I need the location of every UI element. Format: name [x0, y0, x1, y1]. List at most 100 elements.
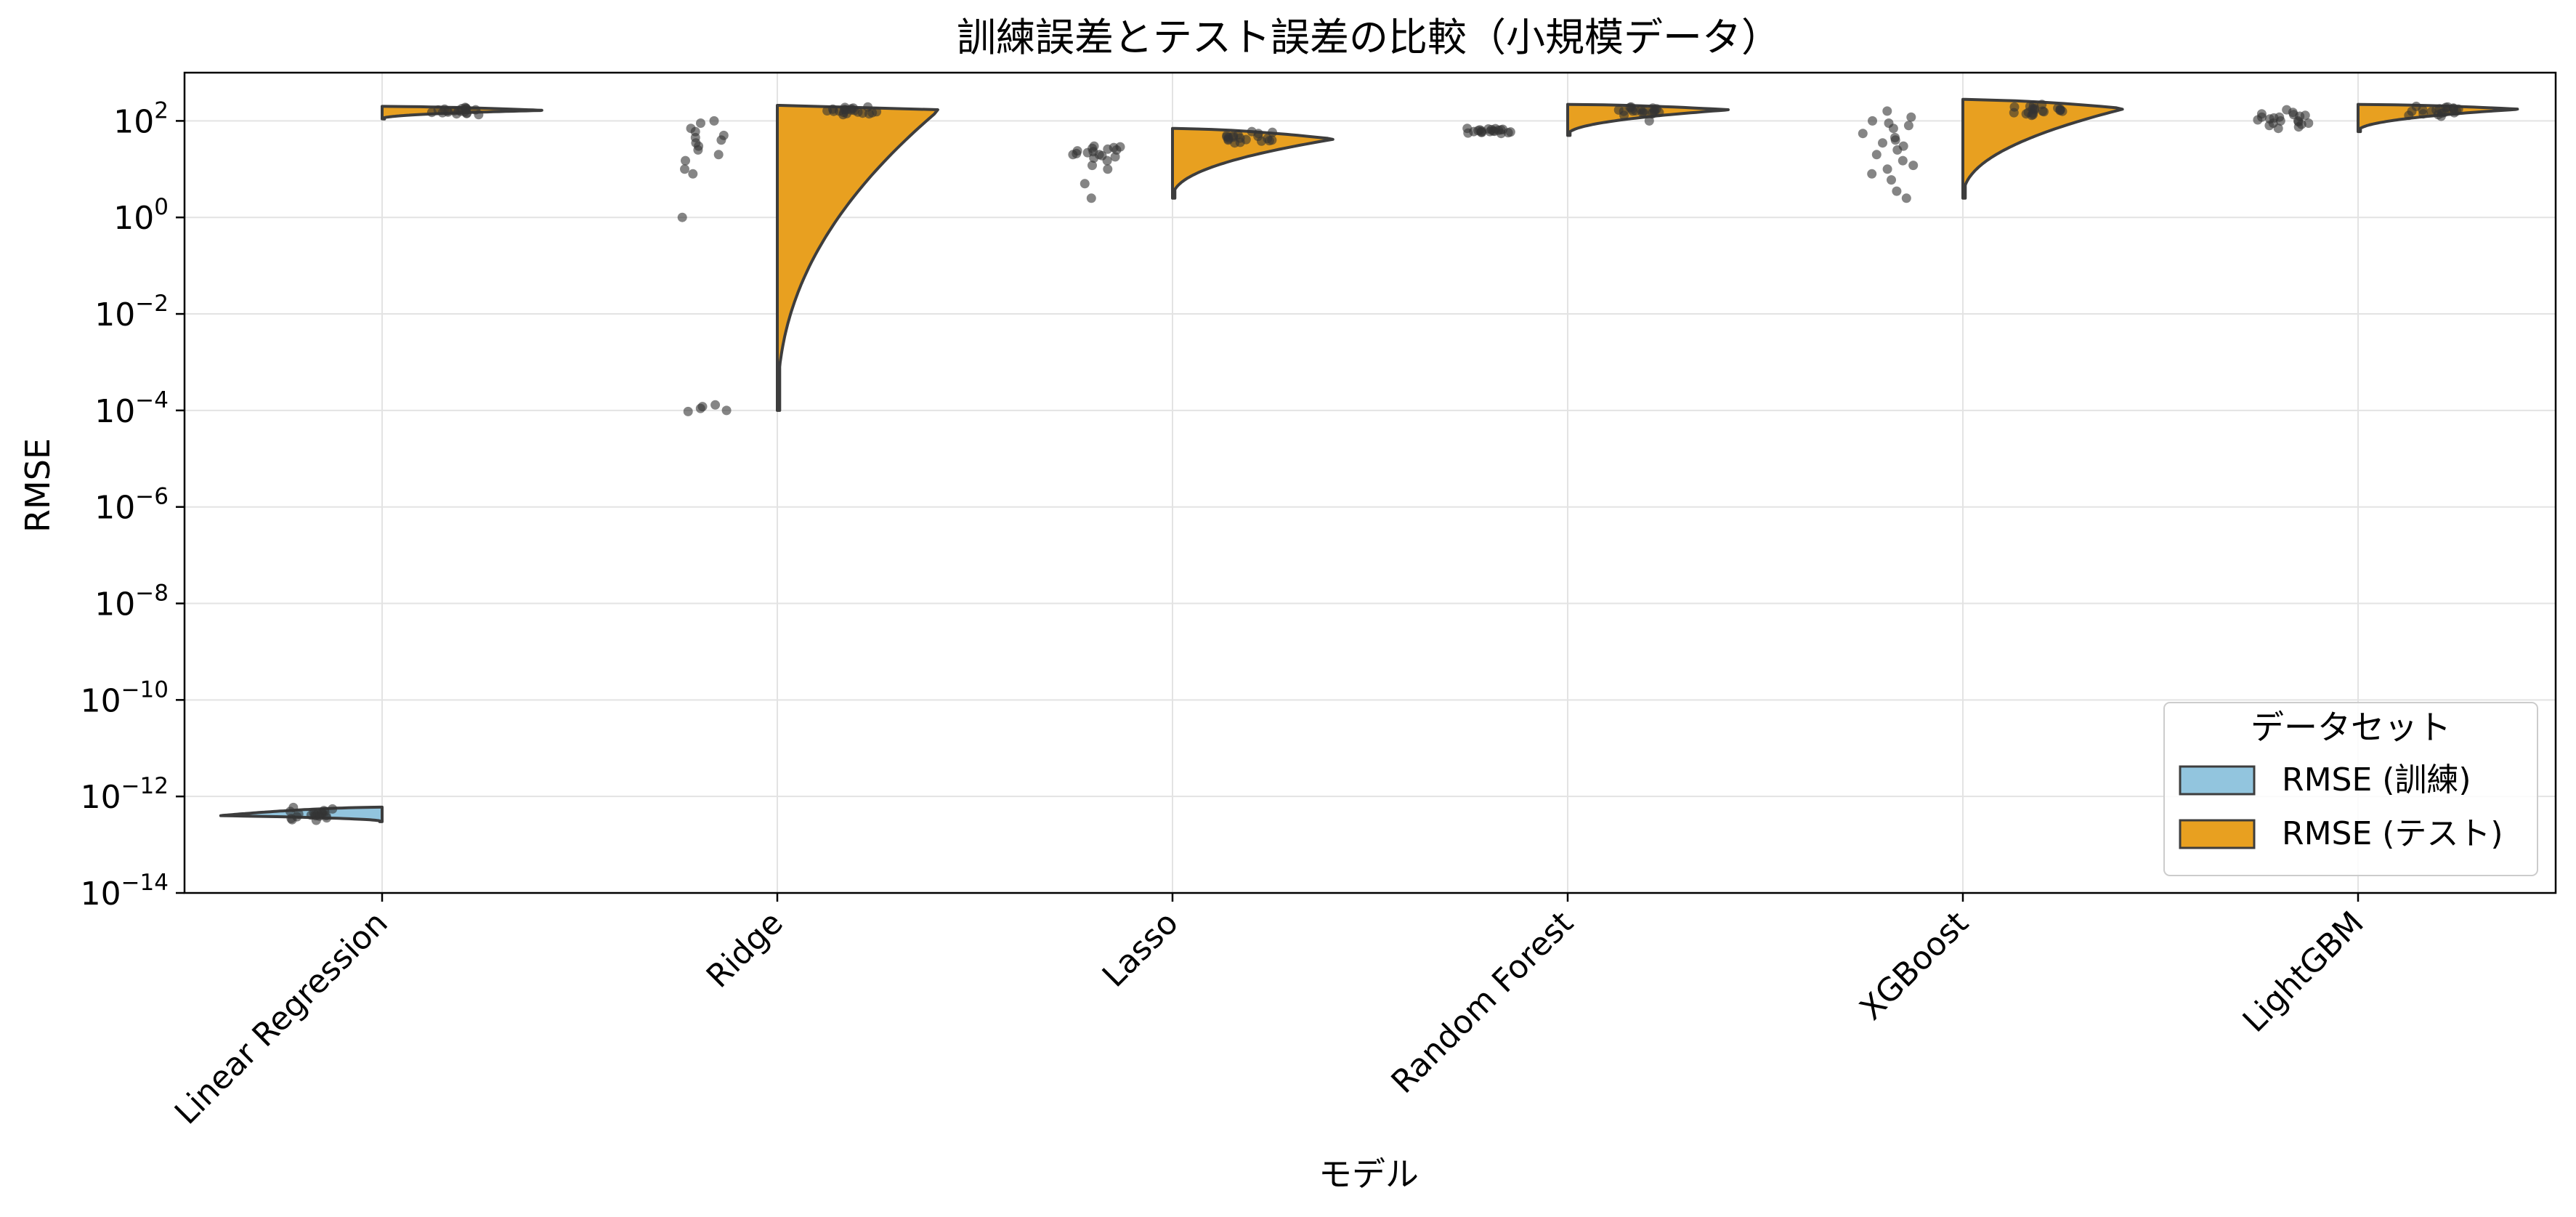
- data-point-train-4-9: [1878, 138, 1887, 148]
- data-point-train-3-14: [1463, 128, 1473, 138]
- data-point-train-4-0: [1882, 106, 1892, 116]
- data-point-test-1-19: [842, 108, 852, 118]
- data-point-test-5-19: [2436, 111, 2446, 121]
- data-point-train-5-15: [2269, 113, 2279, 123]
- data-point-train-1-0: [677, 212, 687, 222]
- data-point-train-3-17: [1488, 126, 1498, 136]
- data-point-test-5-16: [2449, 108, 2459, 118]
- violin-test-1: [776, 104, 939, 412]
- data-point-train-1-16: [721, 405, 732, 416]
- data-point-train-0-14: [306, 810, 316, 820]
- data-point-test-1-15: [867, 108, 878, 118]
- data-points: [285, 100, 2463, 825]
- data-point-train-0-11: [293, 809, 304, 819]
- data-point-train-5-14: [2253, 115, 2263, 125]
- chart-title: 訓練誤差とテスト誤差の比較（小規模データ）: [957, 15, 1781, 60]
- y-tick-label-4: 10−6: [94, 484, 169, 527]
- data-point-train-5-10: [2264, 121, 2275, 131]
- data-point-train-2-17: [1115, 142, 1125, 152]
- data-point-test-5-18: [2404, 110, 2414, 121]
- legend-label-0: RMSE (訓練): [2282, 761, 2471, 798]
- data-point-train-4-17: [1887, 175, 1896, 185]
- data-point-train-4-5: [1888, 124, 1898, 134]
- y-axis-label: RMSE: [18, 438, 57, 533]
- data-point-train-1-17: [695, 403, 705, 413]
- data-point-test-2-17: [1230, 138, 1240, 148]
- data-point-train-2-14: [1086, 193, 1096, 203]
- data-point-train-4-11: [1892, 145, 1903, 155]
- data-point-train-4-4: [1903, 121, 1913, 131]
- data-point-train-1-2: [709, 116, 719, 126]
- data-point-train-2-11: [1087, 161, 1097, 171]
- x-axis-label: モデル: [1319, 1155, 1419, 1194]
- data-point-train-2-13: [1080, 179, 1090, 189]
- data-point-train-5-19: [2304, 118, 2314, 128]
- data-point-test-1-18: [853, 107, 863, 117]
- data-point-test-0-19: [461, 108, 471, 118]
- data-point-train-4-8: [1890, 135, 1900, 145]
- data-point-test-4-8: [2039, 107, 2049, 117]
- data-point-train-5-12: [2273, 124, 2283, 134]
- data-point-train-1-14: [691, 138, 701, 148]
- data-point-test-4-17: [2009, 108, 2019, 118]
- data-point-train-0-15: [288, 802, 299, 812]
- data-point-test-4-18: [2028, 100, 2038, 110]
- violin-test-2: [1171, 126, 1334, 200]
- data-point-train-4-15: [1882, 164, 1892, 174]
- data-point-test-3-17: [1631, 106, 1641, 116]
- data-point-train-3-19: [1477, 127, 1487, 137]
- data-point-train-1-18: [710, 400, 721, 410]
- data-point-train-4-6: [1858, 129, 1868, 139]
- data-point-train-2-12: [1103, 164, 1113, 174]
- data-point-train-4-18: [1892, 186, 1902, 196]
- data-point-train-2-5: [1110, 152, 1120, 162]
- data-point-test-3-18: [1648, 107, 1658, 117]
- legend-swatch-1: [2179, 819, 2256, 849]
- y-tick-label-1: 10−12: [81, 773, 169, 816]
- data-point-test-0-11: [474, 110, 484, 120]
- data-point-train-4-13: [1897, 155, 1908, 166]
- data-point-test-0-18: [443, 107, 453, 117]
- legend-swatch-0: [2179, 765, 2256, 796]
- data-point-train-1-19: [683, 406, 693, 416]
- data-point-train-4-14: [1908, 161, 1919, 171]
- y-tick-label-0: 10−14: [81, 870, 169, 913]
- data-point-test-3-14: [1619, 106, 1629, 116]
- data-point-test-2-15: [1268, 127, 1277, 137]
- data-point-train-2-10: [1102, 155, 1112, 166]
- y-tick-label-8: 102: [113, 97, 169, 140]
- violin-test-5: [2357, 102, 2519, 134]
- y-tick-label-3: 10−8: [94, 581, 169, 623]
- y-tick-label-7: 100: [113, 194, 169, 237]
- data-point-train-1-4: [686, 124, 696, 134]
- data-point-train-1-10: [713, 150, 724, 160]
- data-point-test-4-16: [2057, 106, 2067, 116]
- data-point-test-3-19: [1644, 116, 1654, 126]
- legend-box: [2163, 702, 2538, 876]
- data-point-train-0-16: [287, 814, 297, 825]
- data-point-test-4-19: [2027, 110, 2037, 121]
- data-point-train-2-6: [1103, 144, 1113, 154]
- y-tick-label-2: 10−10: [81, 676, 169, 719]
- data-point-train-1-7: [716, 135, 726, 145]
- data-point-train-4-19: [1901, 193, 1911, 203]
- data-point-train-2-19: [1068, 150, 1078, 160]
- y-tick-label-5: 10−4: [94, 387, 169, 430]
- plot-frame: [183, 71, 2557, 894]
- data-point-test-5-17: [2441, 102, 2451, 113]
- y-tick-label-6: 10−2: [94, 291, 169, 333]
- data-point-train-3-11: [1505, 127, 1515, 137]
- data-point-train-0-19: [320, 806, 330, 817]
- data-point-train-5-18: [2293, 116, 2303, 126]
- violins: [219, 97, 2519, 823]
- legend-title: データセット: [2251, 708, 2451, 747]
- legend-label-1: RMSE (テスト): [2282, 815, 2503, 852]
- data-point-train-4-1: [1906, 112, 1916, 122]
- data-point-train-1-1: [696, 118, 705, 128]
- data-point-train-4-16: [1867, 169, 1877, 179]
- data-point-train-1-11: [681, 155, 690, 166]
- data-point-train-3-18: [1496, 125, 1506, 135]
- legend: データセット RMSE (訓練) RMSE (テスト): [2163, 702, 2538, 876]
